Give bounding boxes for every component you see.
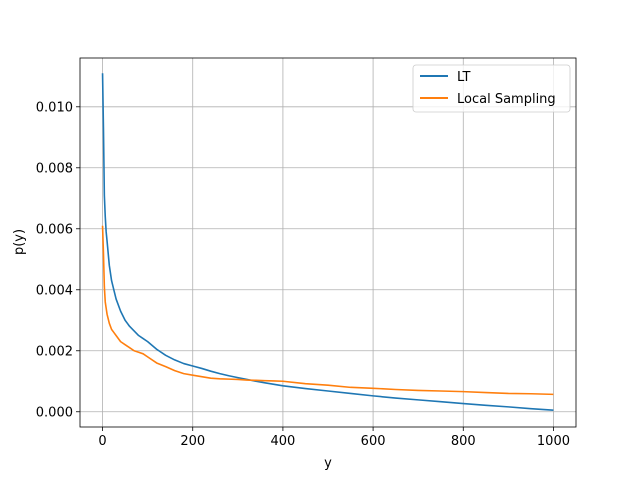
x-axis: 0 200 400 600 800 1000	[98, 427, 570, 449]
y-tick-label: 0.000	[36, 405, 73, 420]
grid	[80, 58, 576, 427]
series	[101, 73, 554, 412]
legend: LT Local Sampling	[412, 64, 571, 113]
y-axis: 0.000 0.002 0.004 0.006 0.008 0.010	[36, 100, 80, 420]
x-tick-label: 600	[361, 434, 386, 449]
series-line-lt	[101, 73, 554, 412]
x-tick-label: 0	[98, 434, 106, 449]
legend-box	[412, 64, 571, 113]
x-tick-label: 1000	[537, 434, 570, 449]
x-tick-label: 200	[180, 434, 205, 449]
y-tick-label: 0.006	[36, 222, 73, 237]
x-tick-label: 800	[451, 434, 476, 449]
series-line-local-sampling	[101, 225, 554, 396]
y-tick-label: 0.008	[36, 161, 73, 176]
y-tick-label: 0.004	[36, 283, 73, 298]
y-tick-label: 0.010	[36, 100, 73, 115]
y-tick-label: 0.002	[36, 344, 73, 359]
legend-label-lt: LT	[457, 70, 470, 85]
x-tick-label: 400	[270, 434, 295, 449]
plot-frame	[79, 57, 577, 428]
legend-label-local-sampling: Local Sampling	[457, 92, 556, 107]
x-axis-label: y	[324, 456, 332, 471]
y-axis-label: p(y)	[12, 229, 27, 255]
